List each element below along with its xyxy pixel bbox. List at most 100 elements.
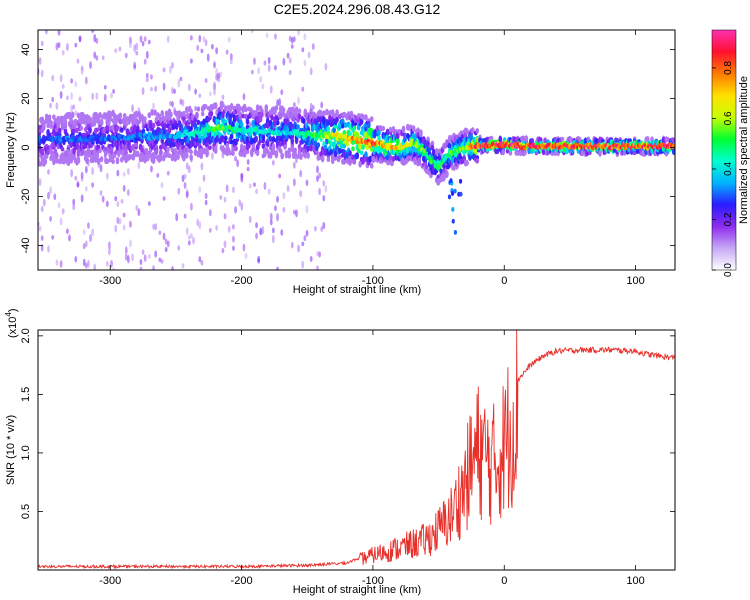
spectrogram-noise-cell xyxy=(72,104,76,110)
spectrogram-noise-cell xyxy=(257,67,261,75)
spectrogram-noise-cell xyxy=(318,187,321,196)
spectrogram-cell xyxy=(239,121,244,128)
spectrogram-cell xyxy=(283,113,287,119)
spectrogram-cell xyxy=(449,178,453,184)
spectrogram-cell xyxy=(177,137,182,143)
spectrogram-noise-cell xyxy=(91,92,95,100)
spectrogram-cell xyxy=(124,121,128,128)
spectrogram-cell xyxy=(453,188,457,194)
spectrogram-noise-cell xyxy=(152,223,155,230)
spectrogram-noise-cell xyxy=(154,250,158,258)
spectrogram-noise-cell xyxy=(292,36,296,43)
spectrogram-noise-cell xyxy=(72,204,76,210)
spectrogram-noise-cell xyxy=(91,166,95,176)
spectrogram-noise-cell xyxy=(177,245,181,251)
spectrogram-cell xyxy=(411,125,416,132)
spectrogram-noise-cell xyxy=(290,241,294,249)
spectrogram-cell xyxy=(85,157,89,165)
spectrogram-noise-cell xyxy=(311,104,315,110)
spectrogram-cell xyxy=(159,154,163,162)
spectrogram-noise-cell xyxy=(141,40,145,47)
spectrogram-cell xyxy=(281,107,286,113)
spectrogram-cell xyxy=(274,151,279,157)
spectrogram-noise-cell xyxy=(84,185,88,192)
spectrogram-noise-cell xyxy=(292,209,296,215)
spectrogram-noise-cell xyxy=(316,250,319,257)
spectrogram-cell xyxy=(297,113,302,120)
spectrogram-noise-cell xyxy=(200,48,204,54)
spectrogram-cell xyxy=(167,126,172,135)
spectrogram-noise-cell xyxy=(122,184,126,192)
spectrogram-noise-cell xyxy=(190,202,193,211)
spectrogram-cell xyxy=(261,133,266,141)
spectrogram-noise-cell xyxy=(179,76,183,82)
spectrogram-noise-cell xyxy=(93,263,97,270)
spectrogram-noise-cell xyxy=(82,243,86,250)
spectrogram-cell xyxy=(170,154,175,162)
spectrogram-cell xyxy=(332,112,336,119)
snr-y-ticks: 0.5 1.0 1.5 2.0 xyxy=(20,328,675,519)
spectrogram-noise-cell xyxy=(110,92,113,99)
spectrogram-noise-cell xyxy=(38,178,42,187)
spectrogram-cell xyxy=(203,104,208,109)
spectrogram-cell xyxy=(69,117,74,125)
spectrogram-noise-cell xyxy=(175,213,179,222)
spectrogram-noise-cell xyxy=(267,56,271,65)
spectrogram-cell xyxy=(294,106,299,113)
spectrogram-cell xyxy=(185,152,189,159)
spectrogram-cell xyxy=(239,143,244,151)
spectrogram-cell xyxy=(140,146,144,153)
spectrogram-noise-cell xyxy=(116,200,120,208)
spectrogram-cell xyxy=(268,136,273,142)
spectrogram-noise-cell xyxy=(131,253,134,262)
spectrogram-cell xyxy=(221,103,225,108)
spectrogram-noise-cell xyxy=(288,35,292,42)
spectrogram-noise-cell xyxy=(324,63,328,71)
spectrogram-cell xyxy=(390,160,394,167)
spectrogram-cell xyxy=(108,110,113,116)
spectrogram-cell xyxy=(270,114,274,121)
spectrogram-noise-cell xyxy=(114,48,118,53)
spectrogram-noise-cell xyxy=(198,93,202,98)
spectrogram-noise-cell xyxy=(122,212,126,218)
spectrogram-noise-cell xyxy=(269,219,273,226)
spectrogram-cell xyxy=(473,148,478,154)
spectrogram-cell xyxy=(54,152,59,160)
spectrogram-noise-cell xyxy=(244,252,248,260)
spectrogram-noise-cell xyxy=(114,196,118,202)
spectrogram-cell xyxy=(287,152,292,159)
spectrogram-noise-cell xyxy=(59,217,63,226)
spectrogram-noise-cell xyxy=(265,32,269,39)
spectrogram-noise-cell xyxy=(143,254,147,262)
spectrogram-noise-cell xyxy=(225,184,229,193)
spectrogram-cell xyxy=(251,143,256,149)
spectrogram-cell xyxy=(166,146,170,153)
spectrogram-noise-cell xyxy=(40,244,44,252)
spectrogram-noise-cell xyxy=(259,75,263,83)
spectrogram-noise-cell xyxy=(84,262,88,269)
spectrogram-noise-cell xyxy=(95,92,99,100)
spectrogram-noise-cell xyxy=(309,255,313,262)
spectrogram-noise-cell xyxy=(274,205,277,212)
spectrogram-noise-cell xyxy=(38,57,42,65)
spectrogram-cell xyxy=(369,116,374,122)
spectrogram-cell xyxy=(671,147,675,156)
spectrogram-noise-cell xyxy=(118,46,122,52)
spectrogram-noise-cell xyxy=(131,104,134,113)
spectrogram-cell xyxy=(352,158,357,165)
spectrogram-cell xyxy=(313,140,318,147)
spectrogram-noise-cell xyxy=(324,185,328,193)
spectrogram-cell xyxy=(475,128,480,134)
spectrogram-cell xyxy=(69,141,74,149)
spectrogram-noise-cell xyxy=(232,235,235,243)
spectrogram-noise-cell xyxy=(242,93,246,101)
spectrogram-cell xyxy=(338,154,342,160)
spectrogram-cell xyxy=(369,162,374,169)
spectrogram-cell xyxy=(356,148,361,154)
spectrogram-cell xyxy=(671,137,675,144)
spectrogram-noise-cell xyxy=(250,69,254,75)
spectrogram-cell xyxy=(290,106,295,112)
spectrogram-noise-cell xyxy=(40,69,44,78)
spectrogram-noise-cell xyxy=(74,255,78,263)
